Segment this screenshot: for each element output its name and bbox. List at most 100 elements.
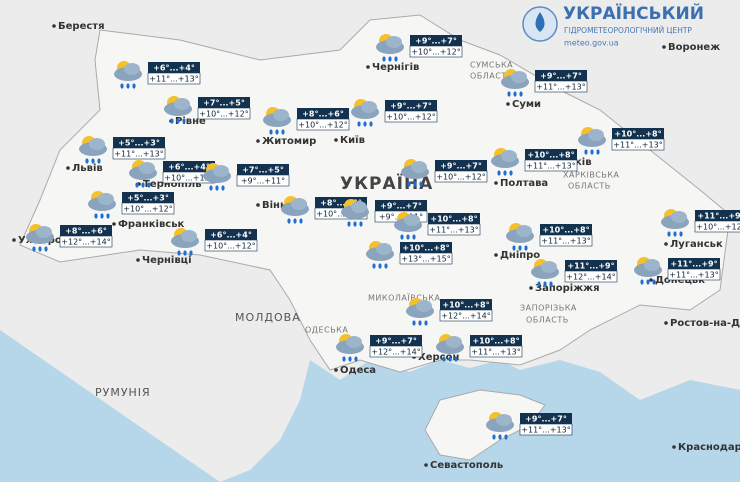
night-temp: +7°...+5° bbox=[203, 99, 245, 108]
day-box bbox=[236, 174, 290, 187]
night-box bbox=[525, 149, 577, 160]
cloud-icon bbox=[89, 138, 105, 150]
night-temp: +9°...+7° bbox=[540, 72, 582, 81]
forecast: +11°...+9° +10°...+12° bbox=[661, 209, 740, 237]
night-temp: +9°...+7° bbox=[525, 415, 567, 424]
city-label: Луганськ bbox=[670, 239, 723, 250]
region-label: ОБЛАСТЬ bbox=[568, 182, 611, 191]
night-temp: +11°...+9° bbox=[670, 260, 717, 269]
logo-title: УКРАЇНСЬКИЙ bbox=[563, 2, 704, 24]
city-label: Франківськ bbox=[118, 219, 185, 230]
rain-drop bbox=[419, 181, 423, 187]
city-dot bbox=[529, 286, 533, 290]
day-temp: +11°...+13° bbox=[541, 237, 590, 246]
region-label: ЗАПОРІЗЬКА bbox=[520, 304, 577, 313]
city-label: Чернігів bbox=[372, 62, 419, 73]
day-box bbox=[611, 138, 665, 151]
logo-url: meteo.gov.ua bbox=[564, 39, 619, 48]
day-temp: +9°...+11° bbox=[241, 177, 285, 186]
day-box bbox=[427, 223, 481, 236]
rain-drop bbox=[524, 245, 528, 251]
region-label: ОДЕСЬКА bbox=[305, 326, 348, 335]
rain-drop bbox=[183, 250, 187, 256]
city-label: Донецьк bbox=[655, 275, 705, 286]
city-label: Житомир bbox=[262, 136, 316, 147]
rain-drop bbox=[596, 149, 600, 155]
city-label: Суми bbox=[512, 99, 541, 110]
rain-drop bbox=[507, 91, 511, 97]
rain-drop bbox=[509, 170, 513, 176]
day-box bbox=[59, 235, 113, 248]
rain-drop bbox=[85, 158, 89, 164]
cloud-icon bbox=[273, 109, 289, 121]
logo-drop bbox=[535, 12, 545, 32]
forecast: +9°...+7° +10°...+12° bbox=[401, 159, 488, 187]
night-temp: +10°...+8° bbox=[442, 301, 489, 310]
day-temp: +11°...+13° bbox=[149, 75, 198, 84]
forecast: +8°...+6° +10°...+12° bbox=[263, 107, 350, 135]
day-box bbox=[524, 159, 578, 172]
sea bbox=[0, 330, 740, 482]
city-dot bbox=[136, 258, 140, 262]
rain-drop bbox=[584, 149, 588, 155]
city-dot bbox=[664, 242, 668, 246]
night-temp: +5°...+3° bbox=[127, 194, 169, 203]
night-temp: +9°...+7° bbox=[415, 37, 457, 46]
rain-drop bbox=[342, 356, 346, 362]
rain-drop bbox=[679, 231, 683, 237]
forecast: +9°...+7° +11°...+13° bbox=[486, 412, 573, 440]
cloud-icon bbox=[124, 63, 140, 75]
day-temp: +12°...+14° bbox=[441, 312, 490, 321]
rain-drop bbox=[132, 83, 136, 89]
city-dot bbox=[112, 222, 116, 226]
rain-drop bbox=[293, 218, 297, 224]
cloud-icon bbox=[174, 98, 190, 110]
cloud-icon bbox=[213, 165, 229, 177]
night-box bbox=[668, 258, 720, 269]
rain-drop bbox=[400, 234, 404, 240]
night-box bbox=[198, 97, 250, 108]
cloud-icon bbox=[351, 201, 367, 213]
night-box bbox=[470, 335, 522, 346]
rain-drop bbox=[518, 245, 522, 251]
day-box bbox=[204, 239, 258, 252]
city-dot bbox=[424, 463, 428, 467]
rain-drop bbox=[275, 129, 279, 135]
night-box bbox=[60, 225, 112, 236]
rain-drop bbox=[44, 246, 48, 252]
night-temp: +9°...+7° bbox=[440, 162, 482, 171]
city-label: ків bbox=[575, 157, 592, 168]
night-box bbox=[370, 335, 422, 346]
night-box bbox=[565, 260, 617, 271]
day-temp: +12°...+14° bbox=[61, 238, 110, 247]
rain-drop bbox=[221, 185, 225, 191]
rain-drop bbox=[38, 246, 42, 252]
city-label: Запоріжжя bbox=[535, 283, 600, 294]
city-dot bbox=[256, 203, 260, 207]
day-temp: +12°...+14° bbox=[371, 348, 420, 357]
day-temp: +10°...+12° bbox=[298, 121, 347, 130]
city-label: Дніпро bbox=[500, 250, 540, 261]
night-box bbox=[375, 200, 427, 211]
night-box bbox=[122, 192, 174, 203]
night-box bbox=[205, 229, 257, 240]
rain-drop bbox=[120, 83, 124, 89]
rain-drop bbox=[504, 434, 508, 440]
day-temp: +11°...+13° bbox=[521, 426, 570, 435]
rain-drop bbox=[407, 181, 411, 187]
rain-drop bbox=[549, 281, 553, 287]
night-box bbox=[520, 413, 572, 424]
night-temp: +9°...+7° bbox=[375, 337, 417, 346]
night-box bbox=[410, 35, 462, 46]
rain-drop bbox=[413, 181, 417, 187]
rain-drop bbox=[394, 56, 398, 62]
forecast: +9°...+7° +12°...+14° bbox=[336, 334, 423, 362]
day-box bbox=[519, 423, 573, 436]
day-box bbox=[694, 220, 740, 233]
day-temp: +11°...+13° bbox=[429, 226, 478, 235]
rain-drop bbox=[147, 182, 151, 188]
night-box bbox=[435, 160, 487, 171]
rain-drop bbox=[348, 356, 352, 362]
city-dot bbox=[366, 65, 370, 69]
